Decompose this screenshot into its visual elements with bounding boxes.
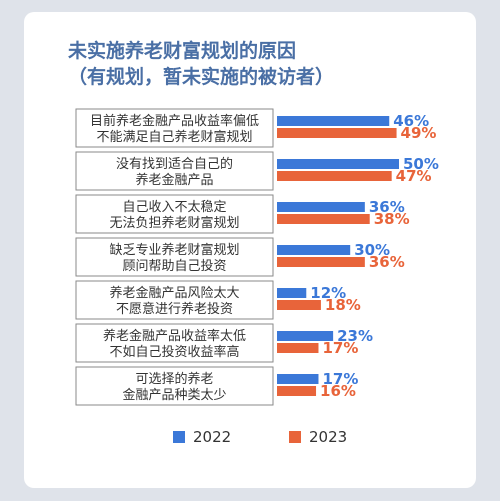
value-label: 16% bbox=[320, 382, 356, 400]
value-label: 36% bbox=[369, 198, 405, 216]
bar-2022-1 bbox=[277, 116, 390, 126]
chart-subtitle: （有规划，暂未实施的被访者） bbox=[68, 66, 335, 88]
value-label: 17% bbox=[322, 370, 358, 388]
category-label: 养老金融产品收益率太低 bbox=[103, 328, 246, 344]
category-label: 金融产品种类太少 bbox=[122, 387, 226, 403]
value-label: 47% bbox=[396, 167, 432, 185]
bar-2022-2 bbox=[277, 159, 399, 169]
category-label: 自己收入不太稳定 bbox=[122, 199, 226, 215]
value-label: 36% bbox=[369, 253, 405, 271]
bar-2023-6 bbox=[277, 343, 319, 353]
category-box bbox=[75, 237, 274, 277]
legend-label-2023: 2023 bbox=[309, 428, 347, 446]
bar-2023-5 bbox=[277, 300, 321, 310]
bar-2022-7 bbox=[277, 374, 319, 384]
value-label: 46% bbox=[393, 112, 429, 130]
bar-2022-6 bbox=[277, 331, 334, 341]
value-label: 18% bbox=[325, 296, 361, 314]
value-label: 23% bbox=[337, 327, 373, 345]
bar-2022-5 bbox=[277, 288, 307, 298]
category-label: 顾问帮助自己投资 bbox=[122, 258, 226, 274]
category-box bbox=[75, 108, 274, 148]
bar-2023-7 bbox=[277, 386, 317, 396]
category-label: 不如自己投资收益率高 bbox=[109, 344, 239, 360]
category-label: 无法负担养老财富规划 bbox=[109, 215, 239, 231]
value-label: 49% bbox=[401, 124, 437, 142]
bar-2023-3 bbox=[277, 214, 370, 224]
category-label: 没有找到适合自己的 bbox=[116, 156, 233, 172]
category-label: 可选择的养老 bbox=[135, 371, 213, 387]
bar-2022-4 bbox=[277, 245, 351, 255]
category-box bbox=[75, 366, 274, 406]
value-label: 12% bbox=[310, 284, 346, 302]
category-label: 缺乏专业养老财富规划 bbox=[109, 242, 239, 258]
value-label: 38% bbox=[374, 210, 410, 228]
category-box bbox=[75, 323, 274, 363]
bar-2023-2 bbox=[277, 171, 392, 181]
legend-swatch-2023 bbox=[289, 431, 301, 443]
category-label: 目前养老金融产品收益率偏低 bbox=[90, 113, 259, 129]
bar-2023-1 bbox=[277, 128, 397, 138]
category-label: 养老金融产品风险太大 bbox=[109, 285, 239, 301]
category-box bbox=[75, 280, 274, 320]
category-label: 不能满足自己养老财富规划 bbox=[96, 129, 252, 145]
category-label: 养老金融产品 bbox=[135, 172, 213, 188]
chart-title: 未实施养老财富规划的原因 bbox=[68, 40, 297, 62]
legend-label-2022: 2022 bbox=[193, 428, 231, 446]
bar-2023-4 bbox=[277, 257, 365, 267]
value-label: 17% bbox=[322, 339, 358, 357]
value-label: 30% bbox=[354, 241, 390, 259]
category-box bbox=[75, 194, 274, 234]
category-label: 不愿意进行养老投资 bbox=[116, 301, 233, 317]
legend-swatch-2022 bbox=[173, 431, 185, 443]
bar-2022-3 bbox=[277, 202, 365, 212]
category-box bbox=[75, 151, 274, 191]
value-label: 50% bbox=[403, 155, 439, 173]
